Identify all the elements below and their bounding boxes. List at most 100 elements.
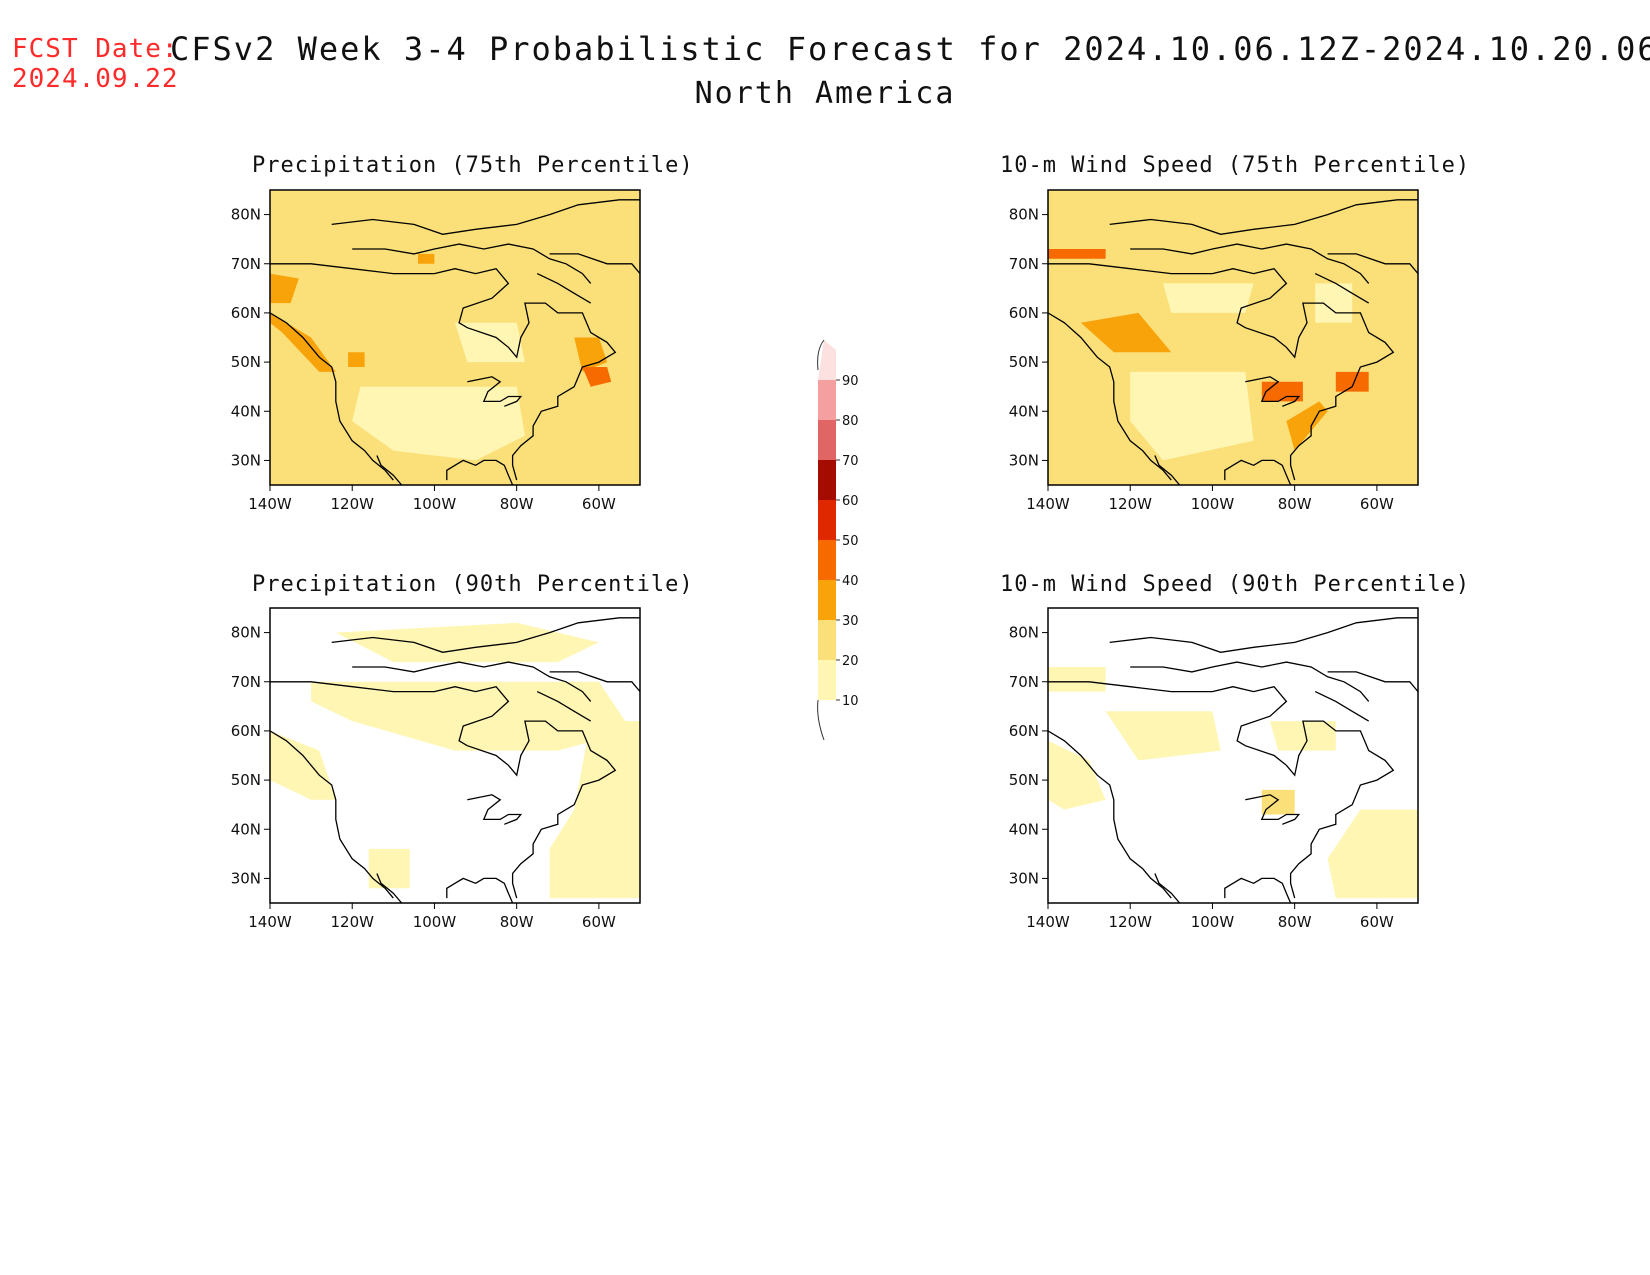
coastline <box>270 730 394 899</box>
lat-tick-label: 40N <box>231 820 261 838</box>
map-frame <box>269 189 641 486</box>
lon-tick-label: 80W <box>500 913 534 931</box>
map-frame <box>269 607 641 904</box>
map-frame <box>1047 189 1419 486</box>
coastline <box>270 681 617 899</box>
lon-tick-label: 140W <box>248 495 292 513</box>
lat-tick-label: 50N <box>1009 353 1039 371</box>
lat-tick-label: 80N <box>1009 206 1039 224</box>
lon-tick-label: 100W <box>413 913 457 931</box>
lat-tick-label: 70N <box>1009 673 1039 691</box>
coastline <box>270 312 394 481</box>
lat-tick-label: 60N <box>1009 304 1039 322</box>
lon-tick-label: 80W <box>1278 495 1312 513</box>
colorbar-tick-label: 70 <box>842 454 859 469</box>
panel-title-wind-75: 10-m Wind Speed (75th Percentile) <box>1000 153 1471 178</box>
lat-tick-label: 60N <box>1009 722 1039 740</box>
colorbar-lower-cap <box>817 699 825 741</box>
coastline <box>376 873 403 903</box>
lon-tick-label: 120W <box>1108 913 1152 931</box>
lon-tick-label: 120W <box>1108 495 1152 513</box>
shaded-region <box>418 253 435 264</box>
colorbar-segment <box>818 580 836 620</box>
shaded-region <box>1048 249 1106 259</box>
coastline <box>549 671 640 693</box>
lat-tick-label: 40N <box>1009 402 1039 420</box>
coastline <box>331 617 640 653</box>
shaded-region <box>1080 312 1172 353</box>
lon-tick-label: 120W <box>330 913 374 931</box>
panel-title-precip-75: Precipitation (75th Percentile) <box>252 153 694 178</box>
lon-tick-label: 80W <box>500 495 534 513</box>
panel-title-wind-90: 10-m Wind Speed (90th Percentile) <box>1000 572 1471 597</box>
lat-tick-label: 70N <box>1009 255 1039 273</box>
lat-tick-label: 30N <box>231 869 261 887</box>
colorbar-segment <box>818 420 836 460</box>
shaded-region <box>352 386 525 461</box>
lon-tick-label: 100W <box>1191 495 1235 513</box>
colorbar-tick-label: 40 <box>842 574 859 589</box>
fcst-date-label: FCST Date: <box>12 34 179 64</box>
shading-layer <box>270 617 640 903</box>
colorbar-segment <box>818 540 836 580</box>
shaded-region <box>574 337 608 372</box>
lon-tick-label: 60W <box>582 913 616 931</box>
colorbar-segment <box>818 500 836 540</box>
coastline <box>1109 617 1418 653</box>
figure-title: CFSv2 Week 3-4 Probabilistic Forecast fo… <box>170 30 1650 68</box>
coastline <box>467 376 523 407</box>
shaded-region <box>368 848 410 889</box>
lon-tick-label: 60W <box>582 495 616 513</box>
colorbar-segment <box>818 340 836 380</box>
lon-tick-label: 140W <box>1026 913 1070 931</box>
panel-title-precip-90: Precipitation (90th Percentile) <box>252 572 694 597</box>
lat-tick-label: 60N <box>231 722 261 740</box>
lon-tick-label: 100W <box>413 495 457 513</box>
lon-tick-label: 100W <box>1191 913 1235 931</box>
shaded-region <box>1130 371 1254 461</box>
shaded-region <box>1261 789 1295 815</box>
lat-tick-label: 30N <box>231 451 261 469</box>
lat-tick-label: 80N <box>1009 624 1039 642</box>
shaded-region <box>582 367 612 387</box>
map-panel-precip-75: 140W 120W 100W 80W 60W 80N 70N 60N 50N 40N 30N <box>231 189 641 513</box>
lat-tick-label: 30N <box>1009 869 1039 887</box>
lon-tick-label: 140W <box>248 913 292 931</box>
map-panel-wind-75: 140W 120W 100W 80W 60W 80N 70N 60N 50N 40N 30N <box>1009 189 1419 513</box>
coastline <box>352 243 592 284</box>
coastline <box>1048 730 1172 899</box>
shading-layer <box>1048 190 1418 485</box>
coastline <box>1314 273 1370 304</box>
colorbar-segment <box>818 620 836 660</box>
colorbar-tick-label: 60 <box>842 494 859 509</box>
fcst-date-value: 2024.09.22 <box>12 64 179 94</box>
lat-tick-label: 70N <box>231 255 261 273</box>
shaded-region <box>335 622 599 663</box>
shaded-region <box>1270 721 1336 751</box>
colorbar-tick-label: 30 <box>842 614 859 629</box>
lon-tick-label: 60W <box>1360 913 1394 931</box>
coastline <box>1224 877 1292 903</box>
coastline <box>1130 661 1370 702</box>
coastline <box>446 877 514 903</box>
colorbar-segment <box>818 660 836 700</box>
coastline <box>467 794 523 825</box>
colorbar-tick-label: 90 <box>842 374 859 389</box>
lat-tick-label: 70N <box>231 673 261 691</box>
lat-tick-label: 80N <box>231 624 261 642</box>
shaded-region <box>270 273 299 304</box>
coastline <box>536 273 592 304</box>
lat-tick-label: 80N <box>231 206 261 224</box>
shaded-region <box>1327 809 1418 899</box>
coastline <box>376 455 403 485</box>
coastline <box>1327 253 1418 275</box>
shaded-region <box>348 352 365 367</box>
coastline <box>331 199 640 235</box>
shaded-region <box>455 322 525 363</box>
colorbar-upper-cap <box>817 339 825 371</box>
lat-tick-label: 50N <box>231 771 261 789</box>
coastline <box>1154 873 1181 903</box>
map-panel-precip-90: 140W 120W 100W 80W 60W 80N 70N 60N 50N 40N 30N <box>231 607 641 931</box>
colorbar: 10 20 30 40 50 60 70 80 90 <box>817 339 859 741</box>
colorbar-tick-label: 20 <box>842 654 859 669</box>
